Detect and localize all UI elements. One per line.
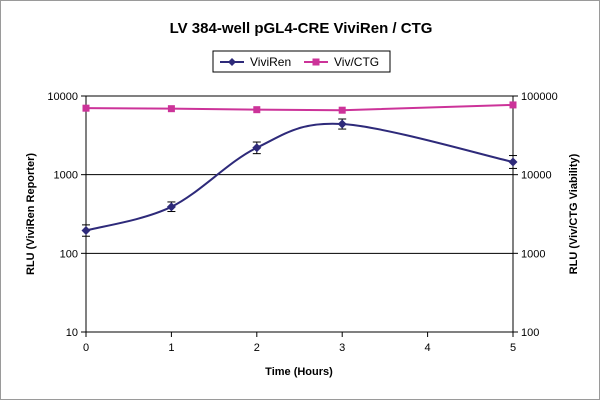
x-axis: 0 1 2 3 4 5 (83, 332, 516, 354)
data-point-viviren (337, 119, 347, 129)
data-point-viviren (81, 226, 91, 236)
series-line-viv-ctg (85, 103, 514, 112)
data-point-viviren (508, 157, 518, 167)
series-line-viviren (85, 122, 514, 232)
data-point-viviren (166, 202, 176, 212)
y2-tick-label: 100000 (521, 91, 558, 103)
legend: ViviRen Viv/CTG (212, 50, 391, 73)
y-axis-right: 100 1000 10000 100000 (513, 91, 558, 339)
x-tick-label: 0 (83, 342, 89, 354)
legend-viv-ctg-marker (312, 58, 320, 66)
legend-box (212, 50, 391, 73)
y-tick-label: 100 (60, 248, 78, 260)
data-point-viv-ctg (509, 101, 517, 109)
x-tick-label: 1 (168, 342, 174, 354)
data-point-viv-ctg (253, 106, 261, 114)
data-point-viviren (252, 143, 262, 153)
x-tick-label: 3 (339, 342, 345, 354)
y2-tick-label: 1000 (521, 248, 545, 260)
legend-viv-ctg-label: Viv/CTG (334, 55, 379, 69)
y-tick-label: 10000 (47, 91, 78, 103)
chart-title: LV 384-well pGL4-CRE ViviRen / CTG (170, 20, 433, 37)
data-point-viv-ctg (167, 105, 175, 113)
y-tick-label: 1000 (54, 170, 78, 182)
y2-tick-label: 10000 (521, 170, 552, 182)
y2-axis-title: RLU (Viv/CTG Viability) (568, 153, 580, 274)
x-tick-label: 2 (254, 342, 260, 354)
y-tick-label: 10 (66, 327, 78, 339)
plot-area (85, 95, 514, 333)
x-tick-label: 4 (425, 342, 431, 354)
legend-viviren-marker (228, 58, 236, 66)
data-point-viv-ctg (338, 106, 346, 114)
data-point-viv-ctg (82, 104, 90, 112)
gridlines (86, 174, 513, 254)
y-axis-title: RLU (ViviRen Reporter) (25, 153, 37, 275)
y2-tick-label: 100 (521, 327, 539, 339)
x-axis-title: Time (Hours) (265, 366, 333, 378)
x-tick-label: 5 (510, 342, 516, 354)
y-axis-left: 10 100 1000 10000 (47, 91, 86, 339)
series-layer (81, 101, 518, 237)
legend-viviren-label: ViviRen (250, 55, 291, 69)
